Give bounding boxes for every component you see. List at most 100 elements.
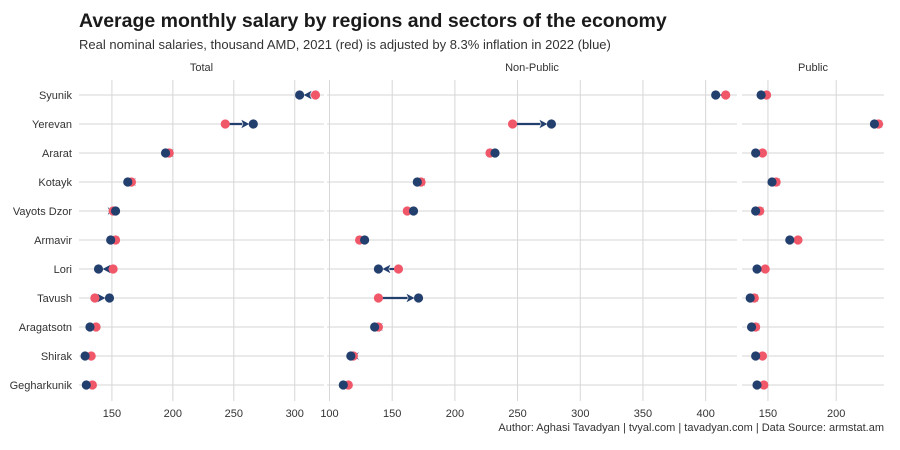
- y-tick-label: Aragatsotn: [19, 322, 72, 334]
- point-2022: [746, 322, 757, 332]
- point-2022: [767, 177, 777, 187]
- point-2022: [408, 206, 419, 216]
- dumbbell-row: [751, 148, 768, 158]
- point-2022: [123, 177, 133, 187]
- dumbbell-row: [370, 322, 384, 332]
- y-tick-label: Kotayk: [38, 177, 72, 189]
- dumbbell-row: [81, 380, 98, 390]
- panel-non-public: Non-Public 100 150 200 250 300 350 400: [320, 62, 737, 420]
- dumbbell-row: [346, 351, 359, 361]
- point-2021: [393, 264, 404, 274]
- dumbbell-row: [123, 177, 137, 187]
- point-2022: [751, 148, 761, 158]
- point-2022: [756, 90, 766, 100]
- dumbbell-row: [751, 206, 765, 216]
- chart-caption: Author: Aghasi Tavadyan | tvyal.com | ta…: [498, 422, 884, 434]
- dumbbell-row: [220, 119, 258, 129]
- point-2022: [413, 293, 424, 303]
- dumbbell-row: [338, 380, 353, 390]
- panel-label: Public: [798, 62, 828, 74]
- panel-total: Total 150 200 250 300: [79, 62, 324, 420]
- chart-subtitle: Real nominal salaries, thousand AMD, 202…: [79, 37, 611, 52]
- point-2022: [160, 148, 171, 158]
- dumbbell-row: [746, 322, 761, 332]
- x-tick-label: 200: [446, 408, 464, 420]
- x-tick-label: 150: [103, 408, 121, 420]
- y-tick-label: Vayots Dzor: [13, 206, 72, 218]
- point-2022: [546, 119, 557, 129]
- point-2022: [360, 235, 370, 245]
- point-2021: [757, 148, 768, 158]
- x-tick-label: 200: [827, 408, 845, 420]
- point-2022: [412, 177, 422, 187]
- point-2021: [108, 264, 118, 274]
- point-2021: [310, 90, 321, 100]
- point-2021: [507, 119, 518, 129]
- point-2022: [490, 148, 500, 158]
- point-2022: [93, 264, 104, 274]
- point-2021: [220, 119, 230, 129]
- change-arrowhead: [406, 293, 415, 303]
- dumbbell-row: [507, 119, 557, 129]
- point-2021: [759, 380, 769, 390]
- dumbbell-row: [752, 264, 770, 274]
- dumbbell-row: [756, 90, 772, 100]
- point-2022: [295, 90, 305, 100]
- change-arrowhead: [102, 264, 111, 274]
- dumbbell-row: [80, 351, 96, 361]
- x-tick-label: 200: [164, 408, 182, 420]
- dumbbell-row: [711, 90, 731, 100]
- point-2022: [752, 264, 762, 274]
- point-2021: [721, 90, 731, 100]
- change-arrowhead: [97, 293, 106, 303]
- y-tick-label: Tavush: [37, 293, 72, 305]
- point-2022: [346, 351, 356, 361]
- dumbbell-row: [869, 119, 884, 129]
- dumbbell-row: [785, 235, 803, 245]
- panel-label: Non-Public: [505, 62, 559, 74]
- point-2022: [373, 264, 384, 274]
- panel-label: Total: [190, 62, 213, 74]
- y-tick-label: Lori: [54, 264, 72, 276]
- dumbbell-row: [373, 293, 424, 303]
- dumbbell-row: [107, 206, 121, 216]
- panel-public: Public 150 200: [742, 62, 884, 420]
- dumbbell-row: [85, 322, 101, 332]
- point-2021: [793, 235, 803, 245]
- point-2022: [785, 235, 795, 245]
- point-2022: [248, 119, 258, 129]
- change-arrowhead: [241, 119, 250, 129]
- dumbbell-row: [485, 148, 500, 158]
- dumbbell-row: [402, 206, 419, 216]
- y-tick-label: Yerevan: [32, 119, 72, 131]
- change-arrowhead: [382, 264, 391, 274]
- point-2022: [85, 322, 95, 332]
- dumbbell-row: [354, 235, 370, 245]
- point-2021: [373, 293, 384, 303]
- x-tick-label: 350: [634, 408, 652, 420]
- y-tick-label: Ararat: [42, 148, 72, 160]
- x-tick-label: 250: [225, 408, 243, 420]
- dumbbell-row: [160, 148, 174, 158]
- dumbbell-row: [752, 380, 769, 390]
- chart-title: Average monthly salary by regions and se…: [79, 10, 667, 32]
- x-tick-label: 300: [571, 408, 589, 420]
- point-2022: [752, 380, 762, 390]
- x-tick-label: 400: [696, 408, 714, 420]
- dumbbell-row: [412, 177, 426, 187]
- change-arrowhead: [303, 90, 312, 100]
- x-tick-label: 150: [759, 408, 777, 420]
- point-2022: [110, 206, 121, 216]
- point-2022: [80, 351, 90, 361]
- x-tick-label: 250: [508, 408, 526, 420]
- point-2021: [90, 293, 100, 303]
- point-2021: [760, 264, 770, 274]
- change-arrowhead: [539, 119, 548, 129]
- point-2022: [81, 380, 91, 390]
- dumbbell-row: [373, 264, 404, 274]
- point-2022: [370, 322, 380, 332]
- x-tick-label: 150: [383, 408, 401, 420]
- y-tick-label: Armavir: [34, 235, 72, 247]
